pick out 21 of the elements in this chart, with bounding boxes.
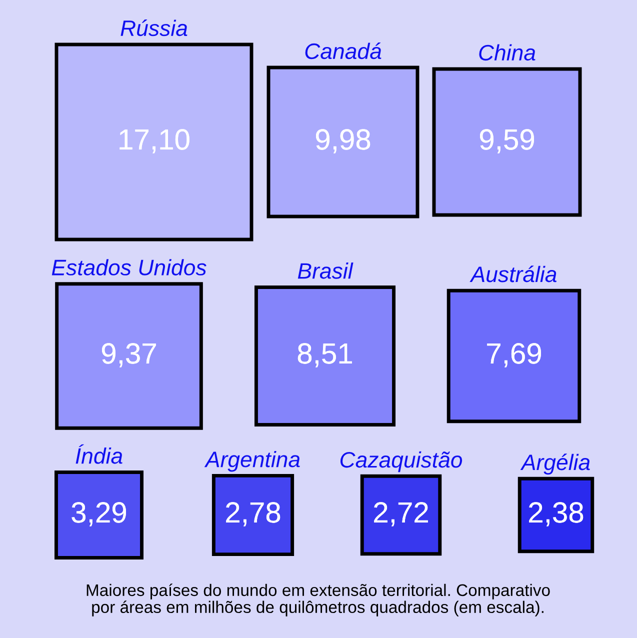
- text: Maiores países do mundo em extensão territorial. Comparativo por áreas em milhões de quilômetros quadrados (em escala).: [86, 584, 550, 616]
- category-label: Estados Unidos: [52, 259, 206, 276]
- category-label: Rússia: [120, 20, 188, 36]
- category-label: Canadá: [305, 42, 382, 60]
- data-label: 17,10: [120, 129, 190, 154]
- category-label: Cazaquistão: [340, 451, 462, 472]
- data-label: 2,72: [374, 502, 428, 526]
- data-label: 8,51: [298, 343, 352, 368]
- data-label: 7,69: [487, 343, 542, 368]
- category-label: Argentina: [204, 450, 300, 472]
- category-label: Argélia: [520, 454, 590, 475]
- data-label: 3,29: [72, 502, 126, 526]
- data-label: 2,38: [529, 502, 584, 526]
- category-label: China: [479, 44, 536, 61]
- data-label: 9,59: [480, 129, 534, 154]
- data-label: 9,37: [102, 343, 156, 368]
- data-label: 2,78: [226, 502, 280, 526]
- category-label: Índia: [76, 444, 122, 464]
- category-label: Austrália: [470, 266, 556, 282]
- category-label: Brasil: [298, 262, 354, 279]
- data-label: 9,98: [316, 129, 370, 154]
